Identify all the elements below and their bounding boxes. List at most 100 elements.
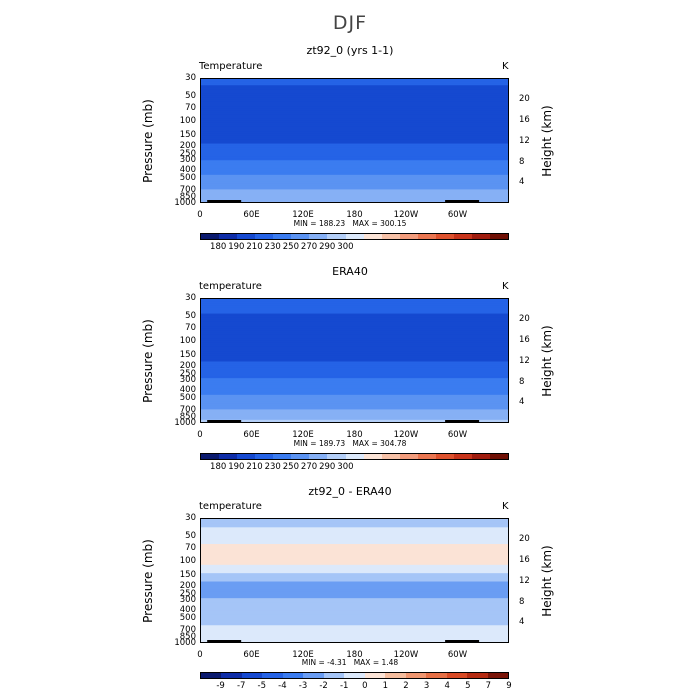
colorbar-swatch: [323, 673, 345, 678]
y-tick-left: 100: [179, 115, 196, 126]
y-tick-right: 20: [519, 314, 530, 325]
y-tick-right: 20: [519, 534, 530, 545]
y-tick-right: 16: [519, 555, 530, 565]
colorbar-swatch: [291, 234, 310, 239]
contour-band: [201, 560, 508, 564]
y-tick-left: 500: [179, 393, 196, 404]
contour-band: [201, 160, 508, 163]
colorbar-label: -9: [216, 681, 225, 691]
contour-band: [201, 143, 508, 147]
contour-band: [201, 307, 508, 311]
contour-fill: [201, 519, 508, 642]
y-tick-left: 70: [185, 323, 196, 334]
units-label: K: [502, 501, 509, 512]
panel-title: ERA40: [332, 265, 368, 278]
contour-band: [201, 627, 508, 631]
colorbar-swatch: [381, 234, 400, 239]
contour-band: [201, 376, 508, 379]
y-tick-right: 8: [519, 596, 525, 607]
colorbar-label: 0: [362, 681, 368, 691]
contour-band: [201, 162, 508, 166]
contour-plot: [200, 298, 509, 423]
colorbar-swatch: [453, 234, 472, 239]
contour-band: [201, 571, 508, 574]
contour-band: [201, 405, 508, 408]
y-tick-left: 700: [179, 185, 196, 196]
contour-band: [201, 133, 508, 136]
contour-band: [201, 81, 508, 84]
contour-band: [201, 126, 508, 130]
colorbar-label: 1: [382, 681, 389, 691]
colorbar-swatch: [381, 454, 400, 459]
contour-band: [201, 419, 508, 422]
contour-band: [201, 83, 508, 86]
y-tick-left: 700: [179, 625, 196, 636]
contour-band: [201, 147, 508, 151]
x-tick: 0: [197, 430, 203, 440]
contour-band: [201, 583, 508, 587]
contour-band: [201, 338, 508, 342]
contour-band: [201, 131, 508, 134]
contour-band: [201, 390, 508, 394]
y-tick-left: 200: [179, 360, 196, 371]
colorbar-swatch: [237, 454, 256, 459]
y-tick-left: 250: [179, 588, 196, 599]
contour-band: [201, 340, 508, 344]
colorbar-swatch: [471, 454, 490, 459]
colorbar-label: 250: [282, 462, 299, 472]
contour-band: [201, 541, 508, 545]
y-tick-left: 30: [185, 293, 196, 303]
contour-band: [201, 610, 508, 614]
colorbar-label: 3: [423, 681, 430, 691]
contour-band: [201, 309, 508, 313]
contour-band: [201, 185, 508, 188]
contour-band: [201, 635, 508, 639]
y-tick-left: 400: [179, 165, 196, 176]
y-tick-right: 20: [519, 94, 530, 105]
contour-band: [201, 179, 508, 182]
colorbar-swatch: [417, 234, 436, 239]
colorbar-label: 300: [337, 242, 354, 252]
colorbar-label: 180: [210, 242, 227, 252]
colorbar-swatch: [490, 234, 509, 239]
colorbar-swatch: [303, 673, 324, 678]
contour-band: [201, 388, 508, 392]
y-tick-left: 100: [179, 335, 196, 346]
y-tick-right: 12: [519, 355, 530, 366]
y-tick-left: 250: [179, 368, 196, 379]
colorbar-swatch: [446, 673, 468, 678]
terrain-mask: [445, 640, 480, 642]
contour-band: [201, 382, 508, 386]
colorbar-swatch: [219, 234, 238, 239]
x-tick: 120W: [393, 210, 419, 220]
contour-band: [201, 623, 508, 626]
x-tick: 60E: [243, 210, 260, 220]
contour-band: [201, 154, 508, 157]
contour-band: [201, 191, 508, 195]
y-axis-title-left: Pressure (mb): [141, 539, 155, 623]
colorbar-swatch: [426, 673, 447, 678]
terrain-mask: [207, 420, 242, 422]
y-tick-left: 30: [185, 513, 196, 523]
y-tick-left: 100: [179, 555, 196, 566]
colorbar-label: -3: [298, 681, 308, 691]
colorbar-label: 270: [300, 462, 318, 472]
contour-band: [201, 151, 508, 155]
contour-band: [201, 91, 508, 95]
max-label: MAX = 304.78: [352, 439, 407, 448]
contour-band: [201, 135, 508, 138]
contour-band: [201, 600, 508, 603]
terrain-mask: [445, 200, 480, 202]
contour-band: [201, 299, 508, 302]
x-tick: 180: [346, 650, 363, 660]
contour-band: [201, 324, 508, 327]
y-tick-left: 300: [179, 375, 196, 386]
contour-band: [201, 569, 508, 572]
contour-band: [201, 546, 508, 549]
y-axis-title-right: Height (km): [540, 325, 554, 397]
y-axis-title-left: Pressure (mb): [141, 99, 155, 183]
contour-band: [201, 129, 508, 132]
contour-band: [201, 110, 508, 113]
y-tick-right: 16: [519, 115, 530, 125]
contour-band: [201, 124, 508, 128]
